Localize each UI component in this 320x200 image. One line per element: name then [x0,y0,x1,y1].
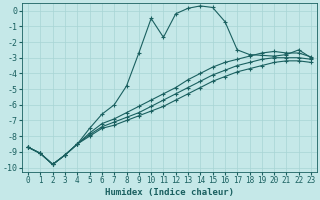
X-axis label: Humidex (Indice chaleur): Humidex (Indice chaleur) [105,188,234,197]
